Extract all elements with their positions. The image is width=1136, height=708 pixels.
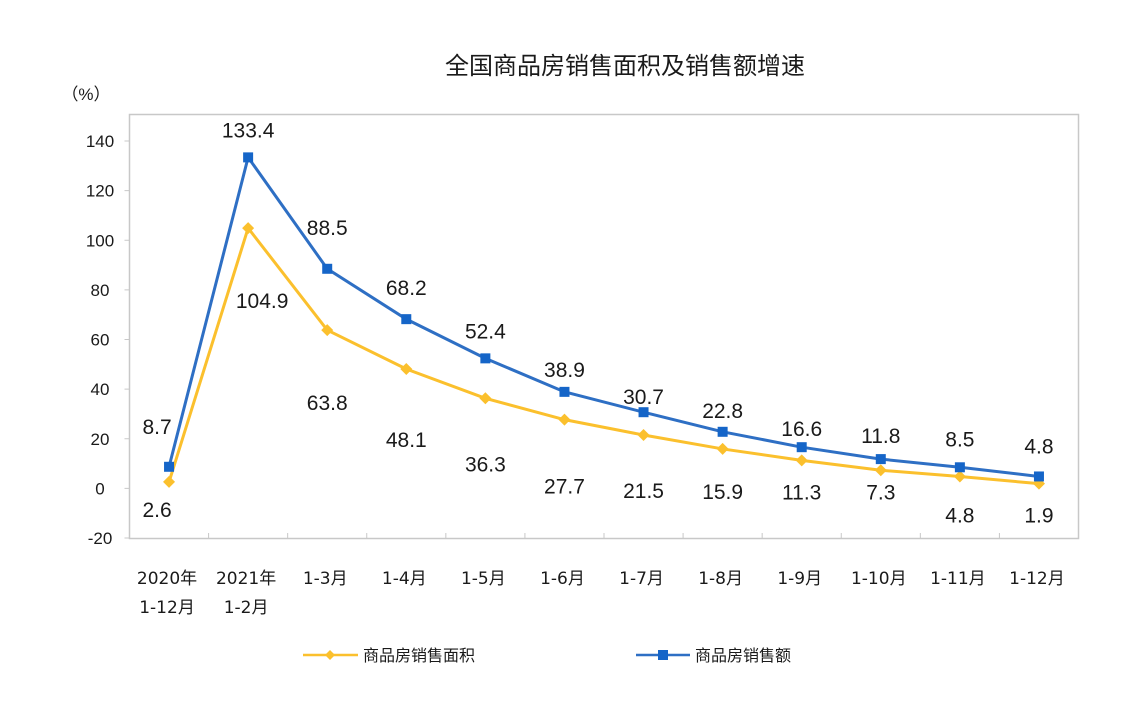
legend-marker-square — [658, 650, 668, 660]
x-tick-label: 1-2月 — [224, 598, 269, 618]
data-point-diamond — [321, 324, 334, 337]
data-label: 7.3 — [866, 481, 895, 504]
y-tick-label: 40 — [91, 380, 110, 399]
y-axis-unit: （%） — [61, 85, 110, 104]
x-tick-label: 1-6月 — [540, 569, 585, 589]
plot-frame — [128, 113, 1080, 540]
data-label: 88.5 — [307, 217, 348, 240]
data-label: 16.6 — [781, 418, 822, 441]
y-tick-label: 0 — [95, 479, 104, 498]
data-label: 38.9 — [544, 359, 585, 382]
data-label: 8.7 — [142, 416, 171, 439]
data-point-diamond — [795, 454, 808, 467]
data-label: 11.3 — [782, 481, 821, 504]
data-label: 48.1 — [386, 429, 427, 452]
x-tick-label: 1-12月 — [1009, 569, 1065, 589]
data-label: 2.6 — [142, 499, 171, 522]
legend: 商品房销售面积 商品房销售额 — [303, 646, 791, 665]
series-line-0 — [167, 224, 1040, 486]
data-point-square — [322, 263, 333, 274]
y-tick-label: -20 — [88, 529, 113, 548]
x-tick-label: 2021年 — [216, 569, 276, 589]
data-point-square — [480, 353, 491, 364]
data-label: 8.5 — [945, 428, 974, 451]
x-tick-label: 1-11月 — [930, 569, 986, 589]
data-point-diamond — [242, 222, 255, 235]
data-point-square — [164, 461, 175, 472]
data-label: 68.2 — [386, 277, 427, 300]
data-label: 30.7 — [623, 386, 664, 409]
data-label: 63.8 — [307, 392, 348, 415]
data-point-square — [243, 152, 254, 163]
data-point-diamond — [874, 464, 887, 477]
data-label: 22.8 — [702, 400, 743, 423]
data-label: 11.8 — [861, 425, 900, 448]
x-tick-label: 1-8月 — [698, 569, 743, 589]
data-point-diamond — [558, 413, 571, 426]
data-point-square — [1033, 471, 1044, 482]
y-tick-label: 120 — [86, 182, 114, 201]
data-point-diamond — [479, 392, 492, 405]
data-point-square — [954, 462, 965, 473]
data-point-diamond — [953, 470, 966, 483]
y-tick-label: 80 — [91, 281, 110, 300]
data-point-diamond — [163, 475, 176, 488]
data-point-square — [559, 386, 570, 397]
data-label: 21.5 — [623, 480, 664, 503]
y-tick-label: 20 — [91, 430, 110, 449]
data-label: 4.8 — [945, 504, 974, 527]
data-point-diamond — [637, 429, 650, 442]
data-label: 52.4 — [465, 320, 506, 343]
x-tick-label: 2020年 — [137, 569, 197, 589]
y-tick-label: 100 — [86, 231, 114, 250]
data-label: 4.8 — [1024, 435, 1053, 458]
legend-label-sales: 商品房销售额 — [695, 646, 791, 665]
data-point-diamond — [400, 363, 413, 376]
data-point-square — [717, 426, 728, 437]
data-point-square — [875, 454, 886, 465]
x-tick-label: 1-12月 — [139, 598, 195, 618]
series-line-1 — [167, 153, 1040, 478]
data-label: 36.3 — [465, 453, 506, 476]
x-tick-label: 1-5月 — [461, 569, 506, 589]
y-tick-label: 140 — [86, 132, 114, 151]
data-label: 133.4 — [222, 119, 275, 142]
x-tick-label: 1-4月 — [382, 569, 427, 589]
data-point-square — [401, 314, 412, 325]
data-point-square — [638, 407, 649, 418]
legend-label-area: 商品房销售面积 — [363, 646, 475, 665]
x-tick-label: 1-9月 — [777, 569, 822, 589]
x-tick-label: 1-7月 — [619, 569, 664, 589]
data-label: 15.9 — [702, 481, 743, 504]
chart-title: 全国商品房销售面积及销售额增速 — [445, 52, 805, 80]
x-tick-label: 1-3月 — [303, 569, 348, 589]
data-label: 1.9 — [1024, 505, 1053, 528]
x-tick-label: 1-10月 — [851, 569, 907, 589]
y-tick-label: 60 — [91, 331, 110, 350]
data-point-diamond — [716, 442, 729, 455]
data-point-square — [796, 442, 807, 453]
legend-marker-diamond — [325, 650, 335, 660]
data-label: 104.9 — [236, 290, 289, 313]
data-label: 27.7 — [544, 476, 585, 499]
